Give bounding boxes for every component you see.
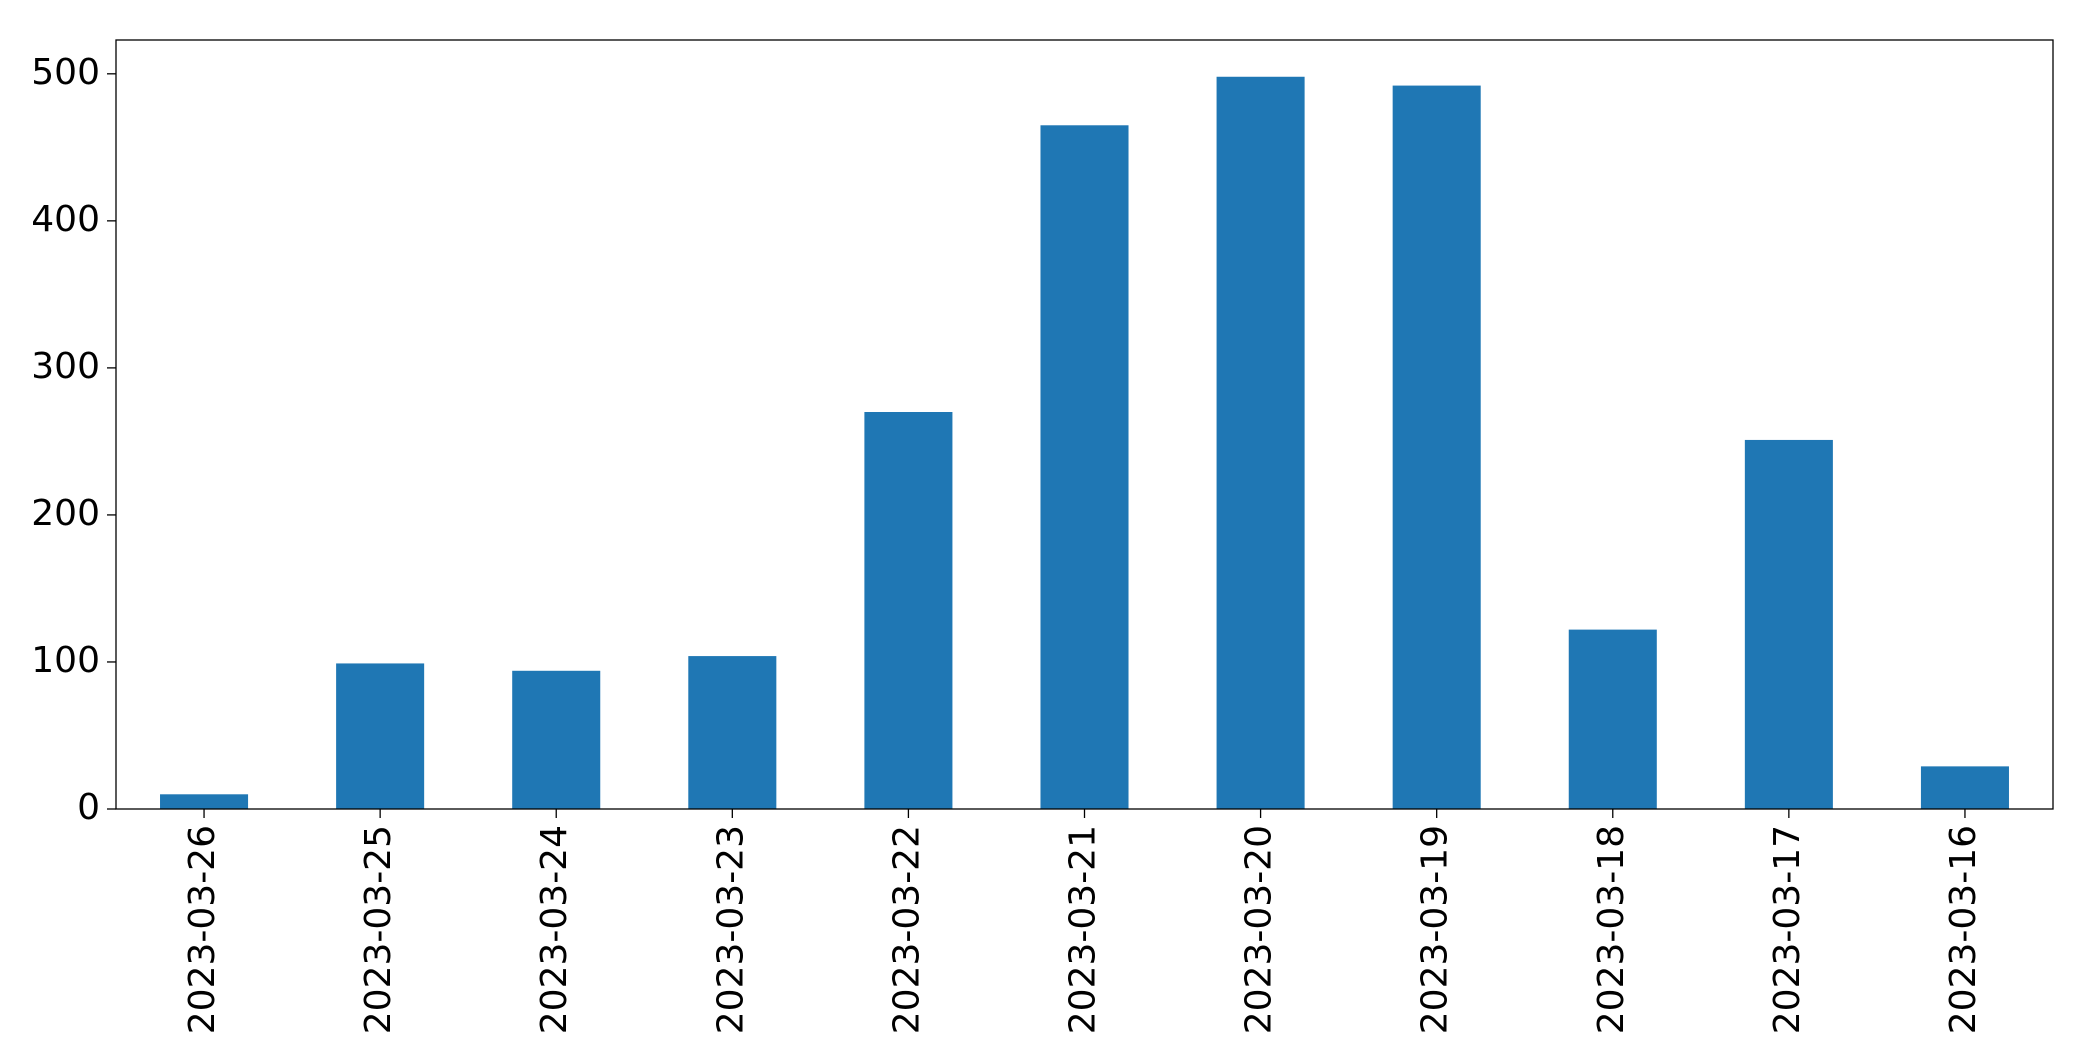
x-tick-label: 2023-03-20 — [1239, 825, 1280, 1034]
x-tick-label: 2023-03-24 — [534, 825, 575, 1034]
y-tick-label: 500 — [31, 52, 100, 93]
x-tick-label: 2023-03-19 — [1415, 825, 1456, 1034]
bar — [160, 794, 249, 809]
x-tick-label: 2023-03-25 — [358, 825, 399, 1034]
x-tick-label: 2023-03-18 — [1591, 825, 1632, 1034]
y-tick-label: 300 — [31, 346, 100, 387]
bar — [1216, 76, 1305, 809]
bar — [1744, 439, 1833, 809]
x-tick-label: 2023-03-22 — [886, 825, 927, 1034]
x-tick-label: 2023-03-17 — [1767, 825, 1808, 1034]
bar — [1392, 85, 1481, 810]
y-tick-label: 200 — [31, 493, 100, 534]
y-tick-label: 400 — [31, 199, 100, 240]
plot-frame — [115, 39, 2054, 810]
bar — [864, 412, 953, 809]
bar — [336, 663, 425, 809]
bar — [512, 670, 601, 809]
x-tick-label: 2023-03-21 — [1063, 825, 1104, 1034]
x-tick-label: 2023-03-26 — [182, 825, 223, 1034]
bar — [1568, 629, 1657, 809]
bar — [1040, 125, 1129, 809]
bar — [1920, 766, 2009, 809]
x-tick-label: 2023-03-16 — [1943, 825, 1984, 1034]
bar — [688, 656, 777, 809]
x-tick-label: 2023-03-23 — [710, 825, 751, 1034]
y-tick-label: 100 — [31, 640, 100, 681]
y-tick-label: 0 — [77, 787, 100, 828]
